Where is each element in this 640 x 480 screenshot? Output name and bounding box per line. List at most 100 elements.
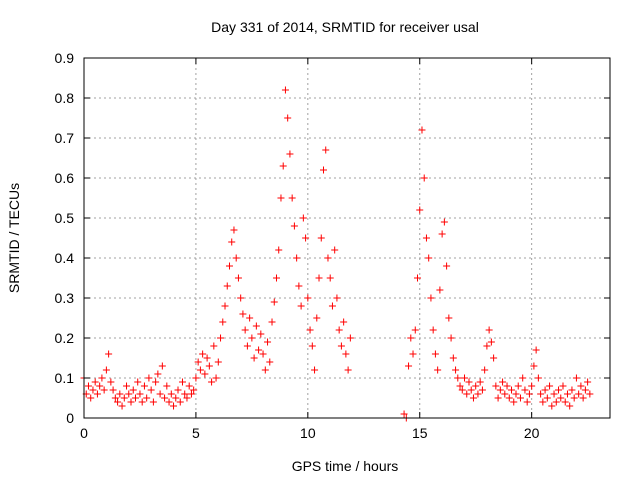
data-point [281, 86, 289, 94]
data-point [304, 294, 312, 302]
data-point [311, 366, 319, 374]
data-point [107, 378, 115, 386]
data-point [331, 246, 339, 254]
data-point [102, 366, 110, 374]
data-point [154, 370, 162, 378]
data-point [539, 398, 547, 406]
data-point [501, 390, 509, 398]
data-point [523, 398, 531, 406]
data-point [228, 238, 236, 246]
data-point [575, 390, 583, 398]
data-point [167, 390, 175, 398]
data-point [499, 378, 507, 386]
data-point [161, 394, 169, 402]
data-point [199, 350, 207, 358]
data-point [420, 174, 428, 182]
data-point [550, 390, 558, 398]
data-point [474, 390, 482, 398]
data-point [315, 274, 323, 282]
y-tick-label: 0.6 [55, 170, 75, 186]
data-point [225, 262, 233, 270]
grid-lines [84, 58, 610, 418]
data-point [487, 338, 495, 346]
data-point [514, 382, 522, 390]
data-point [116, 390, 124, 398]
y-tick-label: 0.4 [55, 250, 75, 266]
data-point [183, 394, 191, 402]
data-point [208, 378, 216, 386]
data-point [566, 402, 574, 410]
data-point [418, 126, 426, 134]
data-point [322, 146, 330, 154]
data-point [528, 382, 536, 390]
data-point [405, 362, 413, 370]
data-point [313, 314, 321, 322]
data-point [259, 350, 267, 358]
data-point [503, 382, 511, 390]
data-point [581, 386, 589, 394]
data-point [302, 234, 310, 242]
data-point [163, 382, 171, 390]
data-point [568, 386, 576, 394]
data-point [532, 346, 540, 354]
data-point [436, 286, 444, 294]
x-tick-label: 5 [192, 425, 200, 441]
data-point [96, 382, 104, 390]
data-point [559, 382, 567, 390]
data-point [409, 350, 417, 358]
data-point [463, 390, 471, 398]
data-point [512, 390, 520, 398]
data-point [572, 374, 580, 382]
data-point [449, 354, 457, 362]
data-point [192, 374, 200, 382]
data-point [496, 386, 504, 394]
data-point [469, 394, 477, 402]
data-point [557, 394, 565, 402]
data-point [127, 398, 135, 406]
data-point [134, 378, 142, 386]
data-point [214, 358, 222, 366]
data-point [270, 298, 278, 306]
data-point [255, 346, 263, 354]
data-point [293, 254, 301, 262]
data-point [548, 402, 556, 410]
data-point [205, 362, 213, 370]
data-point [416, 206, 424, 214]
data-point [447, 334, 455, 342]
data-point [277, 194, 285, 202]
data-point [89, 386, 97, 394]
data-point [431, 350, 439, 358]
data-point [272, 274, 280, 282]
x-tick-label: 10 [300, 425, 316, 441]
data-point [181, 390, 189, 398]
data-point [555, 386, 563, 394]
data-point [476, 378, 484, 386]
data-point [337, 342, 345, 350]
data-point [333, 294, 341, 302]
data-point [149, 398, 157, 406]
data-point [264, 338, 272, 346]
data-point [109, 386, 117, 394]
data-point [425, 254, 433, 262]
data-point [344, 366, 352, 374]
y-tick-label: 0.7 [55, 130, 75, 146]
data-point [234, 274, 242, 282]
data-point [210, 342, 218, 350]
data-point [308, 342, 316, 350]
data-point [411, 326, 419, 334]
data-point [172, 394, 180, 402]
data-point [494, 394, 502, 402]
data-point [131, 394, 139, 402]
data-point [328, 302, 336, 310]
data-point [400, 410, 408, 418]
data-point [546, 382, 554, 390]
data-point [508, 386, 516, 394]
data-point [178, 378, 186, 386]
data-point [521, 386, 529, 394]
data-point [561, 398, 569, 406]
data-point [123, 382, 131, 390]
data-point [93, 390, 101, 398]
data-point [275, 246, 283, 254]
data-point [478, 386, 486, 394]
y-axis-label: SRMTID / TECUs [6, 183, 22, 293]
